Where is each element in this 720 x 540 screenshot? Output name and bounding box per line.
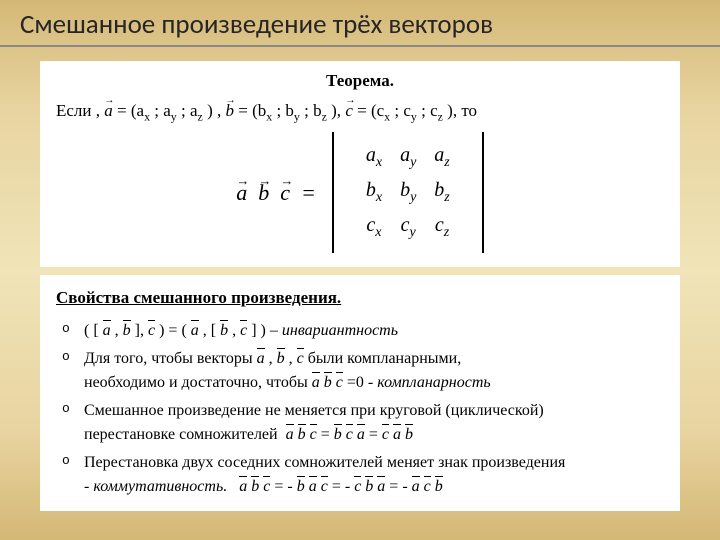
page-title: Смешанное произведение трёх векторов — [0, 0, 720, 47]
properties-box: Свойства смешанного произведения. ( [ a … — [40, 275, 680, 511]
properties-list: ( [ a , b ], c ) = ( a , [ b , c ] ) – и… — [56, 319, 664, 499]
property-3: Смешанное произведение не меняется при к… — [56, 399, 664, 447]
properties-title: Свойства смешанного произведения. — [56, 285, 664, 311]
theorem-label: Теорема. — [56, 71, 664, 91]
theorem-box: Теорема. Если , a = (ax ; ay ; az ) , b … — [40, 61, 680, 267]
property-2: Для того, чтобы векторы a , b , c были к… — [56, 347, 664, 395]
property-1: ( [ a , b ], c ) = ( a , [ b , c ] ) – и… — [56, 319, 664, 343]
property-4: Перестановка двух соседних сомножителей … — [56, 451, 664, 499]
theorem-given: Если , a = (ax ; ay ; az ) , b = (bx ; b… — [56, 101, 664, 124]
determinant-formula: a b c = axayaz bxbybz cxcycz — [56, 132, 664, 253]
